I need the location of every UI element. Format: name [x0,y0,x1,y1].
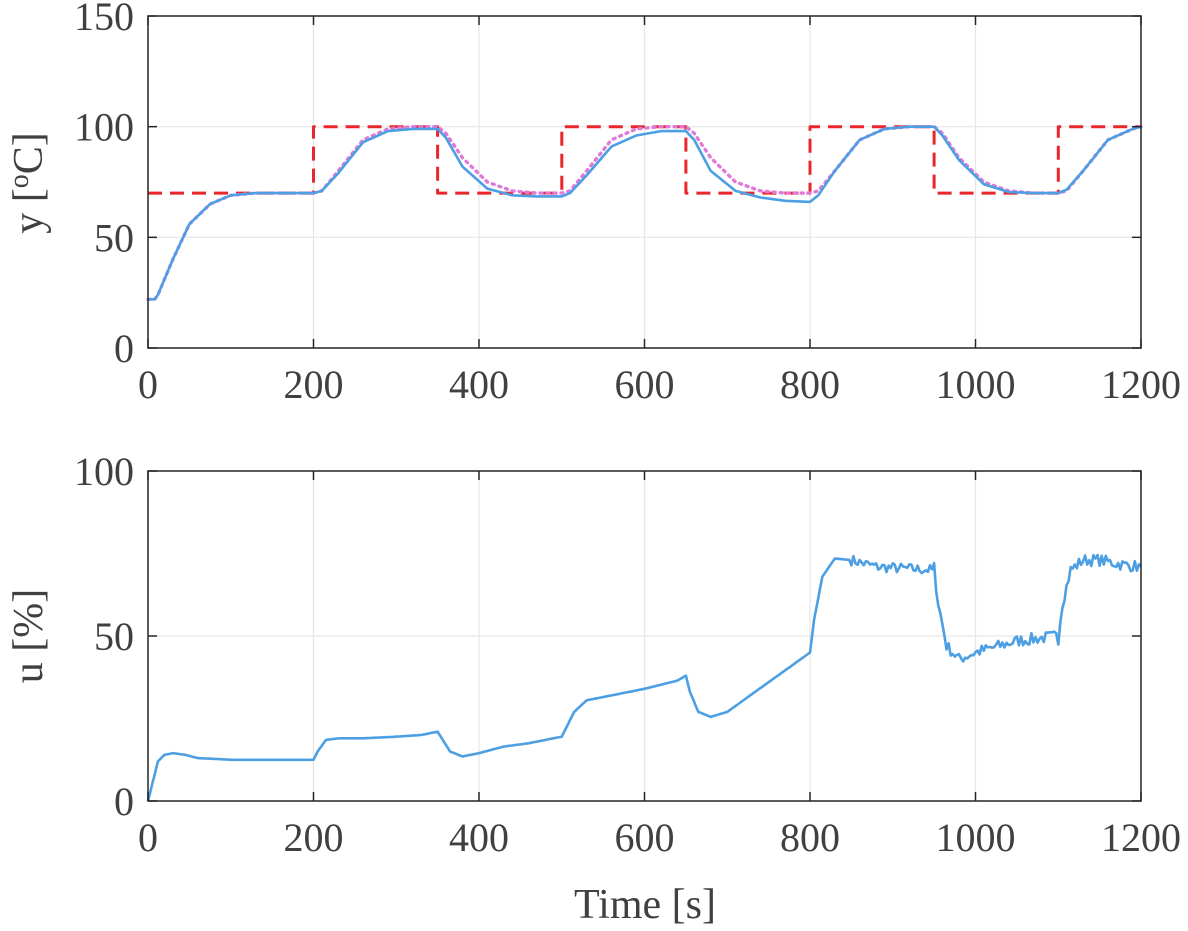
temperature-x-tick-label: 1200 [1101,362,1181,407]
control-x-tick-label: 400 [449,815,509,860]
control-series-solid-line [146,553,1142,802]
temperature-panel: 0 200 400 600 800 1000 1200 0 50 100 150 y [oC] [4,0,1181,407]
control-x-tick-label: 1200 [1101,815,1181,860]
control-x-tick-label: 200 [284,815,344,860]
temperature-x-tick-label: 1000 [936,362,1016,407]
control-x-tick-label: 600 [615,815,675,860]
control-grid [147,470,1142,802]
temperature-x-tick-label: 200 [284,362,344,407]
temperature-grid [147,15,1142,349]
temperature-y-tick-label: 50 [94,215,134,260]
temperature-y-axis-label-superscript: o [4,174,35,188]
control-series [146,553,1142,802]
temperature-series-dashed-line [148,125,1141,195]
control-y-axis-label: u [%] [6,589,52,683]
control-x-tick-label: 800 [780,815,840,860]
temperature-x-tick-label: 400 [449,362,509,407]
temperature-ticks: 0 200 400 600 800 1000 1200 0 50 100 150 [74,0,1181,407]
temperature-series [146,125,1143,301]
control-y-tick-label: 100 [74,449,134,494]
temperature-y-axis-label-suffix: C] [6,132,52,174]
temperature-y-tick-label: 0 [114,326,134,371]
temperature-x-tick-label: 0 [138,362,158,407]
control-panel: 0 200 400 600 800 1000 1200 0 50 100 u [%] Time [… [6,449,1181,928]
control-y-tick-label: 0 [114,779,134,824]
temperature-x-tick-label: 800 [780,362,840,407]
temperature-y-axis-label-prefix: y [ [6,188,52,234]
temperature-x-tick-label: 600 [615,362,675,407]
temperature-y-axis-label: y [oC] [4,132,52,234]
temperature-y-tick-label: 150 [74,0,134,39]
x-axis-label: Time [s] [574,882,716,928]
control-ticks: 0 200 400 600 800 1000 1200 0 50 100 [74,449,1181,860]
control-x-tick-label: 0 [138,815,158,860]
control-x-tick-label: 1000 [936,815,1016,860]
temperature-series-solid-line [148,125,1142,301]
temperature-y-tick-label: 100 [74,105,134,150]
control-y-tick-label: 50 [94,614,134,659]
